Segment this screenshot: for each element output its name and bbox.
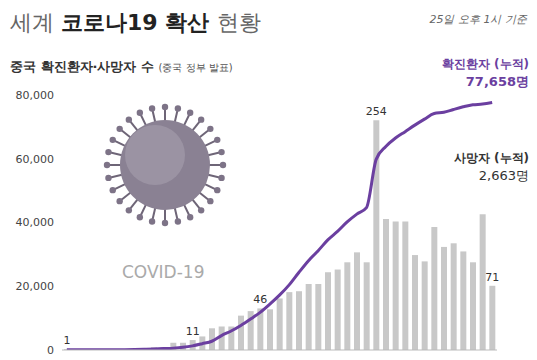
html-text:사망자 (누적): 사망자 (누적) <box>453 151 529 165</box>
svg-text:71: 71 <box>485 271 499 284</box>
svg-text:40,000: 40,000 <box>16 216 55 229</box>
svg-text:0: 0 <box>47 344 54 357</box>
svg-text:60,000: 60,000 <box>16 153 55 166</box>
html-text:COVID-19: COVID-19 <box>122 262 205 282</box>
svg-text:254: 254 <box>366 105 387 118</box>
svg-text:20,000: 20,000 <box>16 280 55 293</box>
html-text:25일 오후 1시 기준: 25일 오후 1시 기준 <box>429 13 527 26</box>
svg-text:1: 1 <box>64 334 71 347</box>
html-text:77,658명: 77,658명 <box>465 74 529 89</box>
svg-text:80,000: 80,000 <box>16 89 55 102</box>
svg-text:46: 46 <box>253 293 267 306</box>
html-text:세계 코로나19 확산 현황: 세계 코로나19 확산 현황 <box>10 10 261 35</box>
svg-text:11: 11 <box>186 325 200 338</box>
html-text:2,663명: 2,663명 <box>478 168 529 183</box>
html-text:확진환자 (누적): 확진환자 (누적) <box>441 57 529 71</box>
html-text:중국 확진환자·사망자 수 (중국 정부 발표): 중국 확진환자·사망자 수 (중국 정부 발표) <box>10 59 233 74</box>
